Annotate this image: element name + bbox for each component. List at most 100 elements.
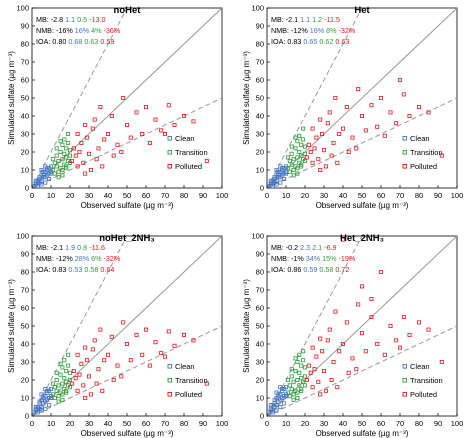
data-point-transition: [289, 144, 294, 149]
x-tick-label: 10: [47, 191, 55, 200]
stat-value: 16%: [310, 26, 326, 35]
data-point-polluted: [153, 340, 158, 345]
y-tick-label: 40: [21, 340, 29, 349]
data-point-transition: [291, 173, 296, 178]
data-point-polluted: [79, 361, 84, 366]
data-point-polluted: [102, 137, 107, 142]
legend-marker: [167, 164, 173, 169]
data-point-polluted: [439, 359, 444, 364]
data-point-polluted: [350, 356, 355, 361]
data-point-polluted: [344, 105, 349, 110]
stat-value: 4%: [91, 26, 103, 35]
data-point-clean: [35, 410, 40, 415]
data-point-transition: [287, 158, 292, 163]
x-tick-label: 40: [104, 191, 112, 200]
legend-marker: [167, 136, 173, 141]
data-point-clean: [283, 171, 288, 176]
y-tick-label: 80: [256, 268, 264, 277]
data-point-polluted: [162, 354, 167, 359]
data-point-polluted: [316, 379, 321, 384]
legend-label: Transition: [410, 376, 443, 385]
x-tick-label: 90: [434, 191, 442, 200]
data-point-polluted: [92, 117, 97, 122]
panel-title: Het: [354, 5, 370, 16]
data-point-transition: [62, 137, 67, 142]
data-point-transition: [291, 379, 296, 384]
stat-value: 0.83: [52, 265, 68, 274]
x-tick-label: 10: [282, 191, 290, 200]
y-tick-label: 100: [16, 4, 29, 13]
data-point-polluted: [71, 368, 76, 373]
stat-value: 0.86: [287, 265, 303, 274]
plot-area: [267, 8, 457, 188]
y-tick-label: 80: [256, 40, 264, 49]
stat-value: 6%: [91, 254, 103, 263]
y-tick-label: 50: [256, 322, 264, 331]
stat-label: NMB:: [271, 26, 291, 35]
data-point-polluted: [109, 114, 114, 119]
data-point-polluted: [321, 148, 326, 153]
data-point-polluted: [363, 128, 368, 133]
data-point-transition: [58, 372, 63, 377]
legend-marker: [402, 136, 408, 141]
x-tick-label: 60: [142, 419, 150, 428]
stat-label: MB:: [271, 15, 286, 24]
stat-value: 1.1: [300, 15, 312, 24]
data-point-polluted: [87, 374, 92, 379]
x-tick-label: 40: [104, 419, 112, 428]
data-point-transition: [289, 367, 294, 372]
data-point-polluted: [83, 171, 88, 176]
data-point-polluted: [204, 158, 209, 163]
stat-row: NMB: -16% 16% 4% -36%: [36, 26, 121, 35]
x-tick-label: 50: [123, 419, 131, 428]
x-tick-label: 0: [30, 419, 34, 428]
data-point-transition: [295, 171, 300, 176]
data-point-clean: [39, 182, 44, 187]
stat-label: MB:: [36, 15, 51, 24]
x-axis-label: Observed sulfate (µg m⁻³): [316, 429, 409, 438]
data-point-polluted: [100, 164, 105, 169]
data-point-transition: [54, 146, 59, 151]
y-tick-label: 0: [260, 412, 264, 421]
y-tick-label: 80: [21, 268, 29, 277]
data-point-polluted: [356, 302, 361, 307]
x-tick-label: 50: [358, 191, 366, 200]
data-point-transition: [293, 368, 298, 373]
stat-row: IOA: 0.83 0.65 0.62 0.63: [271, 37, 349, 46]
data-point-polluted: [312, 146, 317, 151]
data-point-polluted: [125, 123, 130, 128]
data-point-transition: [68, 370, 73, 375]
legend-marker: [402, 378, 408, 383]
x-tick-label: 80: [180, 419, 188, 428]
data-point-transition: [302, 374, 307, 379]
data-point-polluted: [308, 370, 313, 375]
data-point-clean: [47, 176, 52, 181]
data-point-polluted: [172, 123, 177, 128]
legend-marker: [402, 392, 408, 397]
stat-value: -32%: [104, 254, 121, 263]
stat-value: -1%: [291, 254, 306, 263]
data-point-clean: [278, 180, 283, 185]
data-point-polluted: [329, 377, 334, 382]
stat-value: 0.58: [84, 265, 100, 274]
data-point-transition: [297, 133, 302, 138]
data-point-transition: [64, 146, 69, 151]
data-point-polluted: [88, 167, 93, 172]
y-tick-label: 30: [21, 358, 29, 367]
data-point-clean: [33, 178, 38, 183]
data-point-transition: [64, 390, 69, 395]
y-tick-label: 60: [256, 76, 264, 85]
legend-label: Polluted: [410, 390, 437, 399]
data-point-transition: [60, 397, 65, 402]
x-tick-label: 20: [301, 191, 309, 200]
x-tick-label: 20: [66, 419, 74, 428]
data-point-transition: [295, 359, 300, 364]
data-point-polluted: [350, 135, 355, 140]
x-tick-label: 30: [85, 419, 93, 428]
legend-label: Transition: [175, 376, 208, 385]
stat-row: MB: -2.1 1.9 0.8 -11.6: [36, 243, 105, 252]
data-point-polluted: [310, 385, 315, 390]
data-point-clean: [274, 390, 279, 395]
data-point-polluted: [92, 338, 97, 343]
